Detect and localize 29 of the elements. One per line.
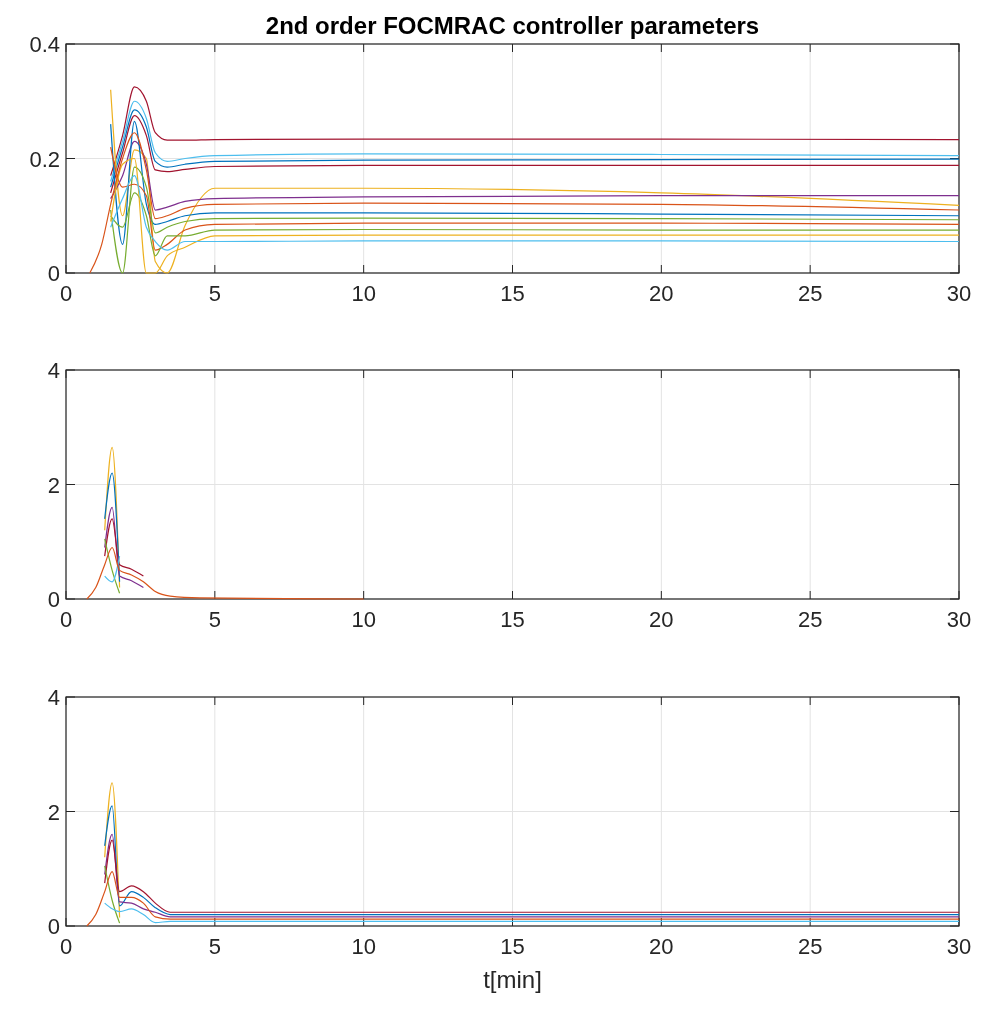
x-tick-label: 10	[351, 607, 376, 632]
y-tick-label: 2	[47, 799, 60, 825]
x-tick-label: 5	[208, 281, 221, 306]
x-tick-label: 25	[797, 281, 823, 306]
y-tick-label: 0.2	[29, 146, 60, 172]
y-tick-label: 0.4	[29, 32, 60, 57]
y-tick-label: 4	[47, 685, 60, 710]
x-tick-label: 20	[649, 607, 674, 632]
x-tick-label: 30	[946, 934, 972, 959]
x-tick-label: 20	[649, 281, 674, 306]
x-tick-label: 10	[351, 934, 376, 959]
x-tick-label: 30	[946, 281, 972, 306]
y-tick-label: 0	[47, 587, 60, 612]
x-tick-label: 25	[797, 934, 823, 959]
x-tick-label: 15	[500, 607, 525, 632]
x-tick-label: 10	[351, 281, 376, 306]
x-tick-label: 25	[797, 607, 823, 632]
x-tick-label: 5	[208, 934, 221, 959]
x-tick-label: 15	[500, 281, 525, 306]
chart-title: 2nd order FOCMRAC controller parameters	[265, 12, 760, 39]
x-tick-label: 20	[649, 934, 674, 959]
y-tick-label: 4	[47, 358, 60, 383]
y-tick-label: 0	[47, 261, 60, 286]
x-tick-label: 30	[946, 607, 972, 632]
x-tick-label: 5	[208, 607, 221, 632]
x-axis-title: t[min]	[483, 966, 542, 993]
y-tick-label: 0	[47, 914, 60, 939]
x-tick-label: 15	[500, 934, 525, 959]
y-tick-label: 2	[47, 472, 60, 498]
